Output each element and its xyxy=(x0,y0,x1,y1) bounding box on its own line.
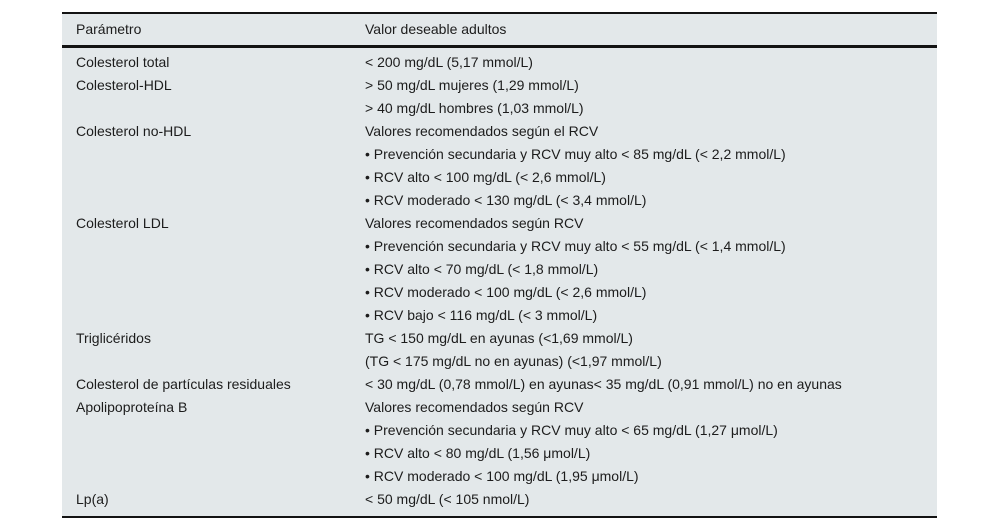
value-cell: Valores recomendados según RCV • Prevenci… xyxy=(365,212,937,327)
value-line: Valores recomendados según RCV xyxy=(365,215,584,231)
value-line: > 40 mg/dL hombres (1,03 mmol/L) xyxy=(365,100,584,116)
value-line: < 200 mg/dL (5,17 mmol/L) xyxy=(365,54,533,70)
parameter-cell: Colesterol total xyxy=(76,54,170,70)
value-line: • RCV alto < 80 mg/dL (1,56 μmol/L) xyxy=(365,445,591,461)
parameter-cell: Colesterol LDL xyxy=(76,215,169,231)
table-header-row: Parámetro Valor deseable adultos xyxy=(62,14,937,48)
table-body: Colesterol total < 200 mg/dL (5,17 mmol/L… xyxy=(62,48,937,516)
value-line: • RCV alto < 100 mg/dL (< 2,6 mmol/L) xyxy=(365,169,606,185)
value-line: Valores recomendados según el RCV xyxy=(365,123,599,139)
value-cell: < 200 mg/dL (5,17 mmol/L) xyxy=(365,51,937,74)
table-row: Colesterol LDL Valores recomendados según… xyxy=(62,212,937,327)
parameters-table: Parámetro Valor deseable adultos Coleste… xyxy=(62,12,937,518)
parameter-cell: Apolipoproteína B xyxy=(76,399,188,415)
value-line: < 30 mg/dL (0,78 mmol/L) en ayunas< 35 m… xyxy=(365,376,842,392)
value-line: Valores recomendados según RCV xyxy=(365,399,584,415)
table-row: Colesterol no-HDL Valores recomendados se… xyxy=(62,120,937,212)
column-header-parametro: Parámetro xyxy=(76,21,142,37)
value-line: • Prevención secundaria y RCV muy alto <… xyxy=(365,422,778,438)
value-line: (TG < 175 mg/dL no en ayunas) (<1,97 mmo… xyxy=(365,353,662,369)
table-row: Colesterol total < 200 mg/dL (5,17 mmol/L… xyxy=(62,51,937,74)
value-line: • RCV moderado < 100 mg/dL (1,95 μmol/L) xyxy=(365,468,639,484)
value-cell: < 50 mg/dL (< 105 nmol/L) xyxy=(365,488,937,511)
value-line: • Prevención secundaria y RCV muy alto <… xyxy=(365,146,786,162)
value-line: • Prevención secundaria y RCV muy alto <… xyxy=(365,238,786,254)
value-cell: TG < 150 mg/dL en ayunas (<1,69 mmol/L) (… xyxy=(365,327,937,373)
parameter-cell: Lp(a) xyxy=(76,491,109,507)
parameter-cell: Colesterol-HDL xyxy=(76,77,172,93)
parameter-cell: Colesterol no-HDL xyxy=(76,123,192,139)
value-line: • RCV moderado < 100 mg/dL (< 2,6 mmol/L… xyxy=(365,284,647,300)
table-row: Colesterol-HDL > 50 mg/dL mujeres (1,29 m… xyxy=(62,74,937,120)
value-line: TG < 150 mg/dL en ayunas (<1,69 mmol/L) xyxy=(365,330,633,346)
value-cell: Valores recomendados según RCV • Prevenci… xyxy=(365,396,937,488)
column-header-valor-deseable: Valor deseable adultos xyxy=(365,21,507,37)
value-line: • RCV bajo < 116 mg/dL (< 3 mmol/L) xyxy=(365,307,598,323)
table-row: Triglicéridos TG < 150 mg/dL en ayunas (<… xyxy=(62,327,937,373)
value-cell: Valores recomendados según el RCV • Preve… xyxy=(365,120,937,212)
value-line: • RCV moderado < 130 mg/dL (< 3,4 mmol/L… xyxy=(365,192,647,208)
parameter-cell: Colesterol de partículas residuales xyxy=(76,376,291,392)
value-cell: > 50 mg/dL mujeres (1,29 mmol/L) > 40 mg/… xyxy=(365,74,937,120)
value-line: > 50 mg/dL mujeres (1,29 mmol/L) xyxy=(365,77,579,93)
table-row: Colesterol de partículas residuales < 30 … xyxy=(62,373,937,396)
table-row: Lp(a) < 50 mg/dL (< 105 nmol/L) xyxy=(62,488,937,511)
value-line: • RCV alto < 70 mg/dL (< 1,8 mmol/L) xyxy=(365,261,599,277)
value-line: < 50 mg/dL (< 105 nmol/L) xyxy=(365,491,530,507)
parameter-cell: Triglicéridos xyxy=(76,330,151,346)
value-cell: < 30 mg/dL (0,78 mmol/L) en ayunas< 35 m… xyxy=(365,373,937,396)
table-row: Apolipoproteína B Valores recomendados se… xyxy=(62,396,937,488)
